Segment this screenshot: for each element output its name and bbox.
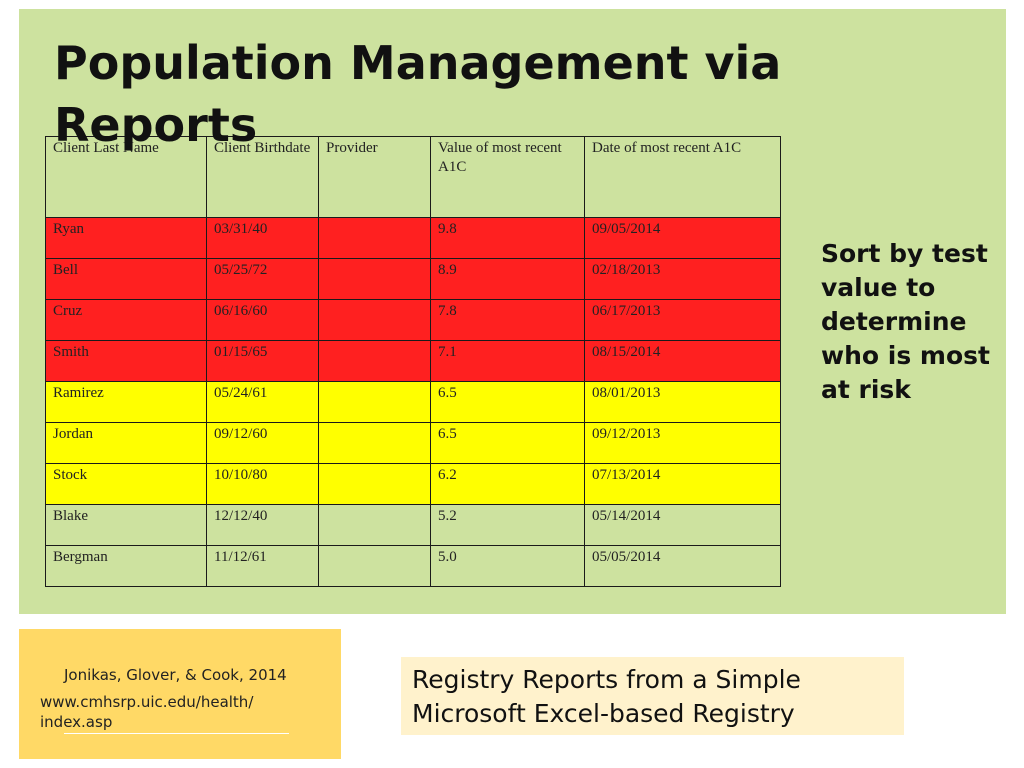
column-header-a1c-date: Date of most recent A1C [584, 136, 781, 218]
cell-a1c-date: 07/13/2014 [584, 463, 781, 505]
slide-title: Population Management via Reports [54, 36, 782, 152]
column-header-birthdate: Client Birthdate [206, 136, 319, 218]
cell-last-name: Ryan [45, 217, 207, 259]
column-header-a1c-value: Value of most recent A1C [430, 136, 585, 218]
cell-a1c-date: 08/15/2014 [584, 340, 781, 382]
cell-a1c-value: 7.8 [430, 299, 585, 341]
table-row: Ryan 03/31/40 9.8 09/05/2014 [45, 217, 781, 259]
cell-birthdate: 01/15/65 [206, 340, 319, 382]
cell-provider [318, 463, 431, 505]
table-row: Cruz 06/16/60 7.8 06/17/2013 [45, 299, 781, 341]
cell-a1c-date: 06/17/2013 [584, 299, 781, 341]
table-row: Bergman 11/12/61 5.0 05/05/2014 [45, 545, 781, 587]
cell-birthdate: 12/12/40 [206, 504, 319, 546]
cell-last-name: Jordan [45, 422, 207, 464]
cell-a1c-date: 02/18/2013 [584, 258, 781, 300]
column-header-last-name: Client Last Name [45, 136, 207, 218]
cell-last-name: Smith [45, 340, 207, 382]
registry-table: Client Last Name Client Birthdate Provid… [45, 136, 781, 587]
cell-birthdate: 06/16/60 [206, 299, 319, 341]
table-row: Blake 12/12/40 5.2 05/14/2014 [45, 504, 781, 546]
citation-url: www.cmhsrp.uic.edu/health/ index.asp [40, 693, 254, 731]
cell-provider [318, 258, 431, 300]
cell-last-name: Blake [45, 504, 207, 546]
table-row: Ramirez 05/24/61 6.5 08/01/2013 [45, 381, 781, 423]
cell-last-name: Bergman [45, 545, 207, 587]
cell-a1c-value: 5.0 [430, 545, 585, 587]
cell-birthdate: 10/10/80 [206, 463, 319, 505]
cell-last-name: Cruz [45, 299, 207, 341]
cell-provider [318, 422, 431, 464]
table-row: Jordan 09/12/60 6.5 09/12/2013 [45, 422, 781, 464]
cell-last-name: Ramirez [45, 381, 207, 423]
cell-a1c-value: 9.8 [430, 217, 585, 259]
cell-a1c-value: 6.5 [430, 381, 585, 423]
cell-a1c-date: 09/05/2014 [584, 217, 781, 259]
table-row: Stock 10/10/80 6.2 07/13/2014 [45, 463, 781, 505]
caption-text: Registry Reports from a Simple Microsoft… [412, 665, 801, 728]
cell-birthdate: 09/12/60 [206, 422, 319, 464]
cell-provider [318, 299, 431, 341]
cell-last-name: Stock [45, 463, 207, 505]
cell-a1c-date: 08/01/2013 [584, 381, 781, 423]
cell-birthdate: 11/12/61 [206, 545, 319, 587]
citation-divider [64, 733, 289, 734]
cell-provider [318, 504, 431, 546]
cell-a1c-date: 05/05/2014 [584, 545, 781, 587]
cell-provider [318, 545, 431, 587]
cell-a1c-value: 8.9 [430, 258, 585, 300]
table-row: Smith 01/15/65 7.1 08/15/2014 [45, 340, 781, 382]
citation-authors: Jonikas, Glover, & Cook, 2014 [64, 666, 287, 684]
cell-provider [318, 381, 431, 423]
table-row: Bell 05/25/72 8.9 02/18/2013 [45, 258, 781, 300]
cell-provider [318, 217, 431, 259]
cell-last-name: Bell [45, 258, 207, 300]
cell-a1c-value: 7.1 [430, 340, 585, 382]
cell-a1c-date: 09/12/2013 [584, 422, 781, 464]
cell-birthdate: 03/31/40 [206, 217, 319, 259]
caption-box [401, 657, 904, 735]
citation-box [19, 629, 341, 759]
cell-birthdate: 05/24/61 [206, 381, 319, 423]
cell-a1c-value: 6.5 [430, 422, 585, 464]
cell-a1c-date: 05/14/2014 [584, 504, 781, 546]
side-note: Sort by test value to determine who is m… [821, 239, 990, 404]
table-header-row: Client Last Name Client Birthdate Provid… [45, 136, 781, 218]
cell-birthdate: 05/25/72 [206, 258, 319, 300]
cell-a1c-value: 5.2 [430, 504, 585, 546]
cell-provider [318, 340, 431, 382]
cell-a1c-value: 6.2 [430, 463, 585, 505]
